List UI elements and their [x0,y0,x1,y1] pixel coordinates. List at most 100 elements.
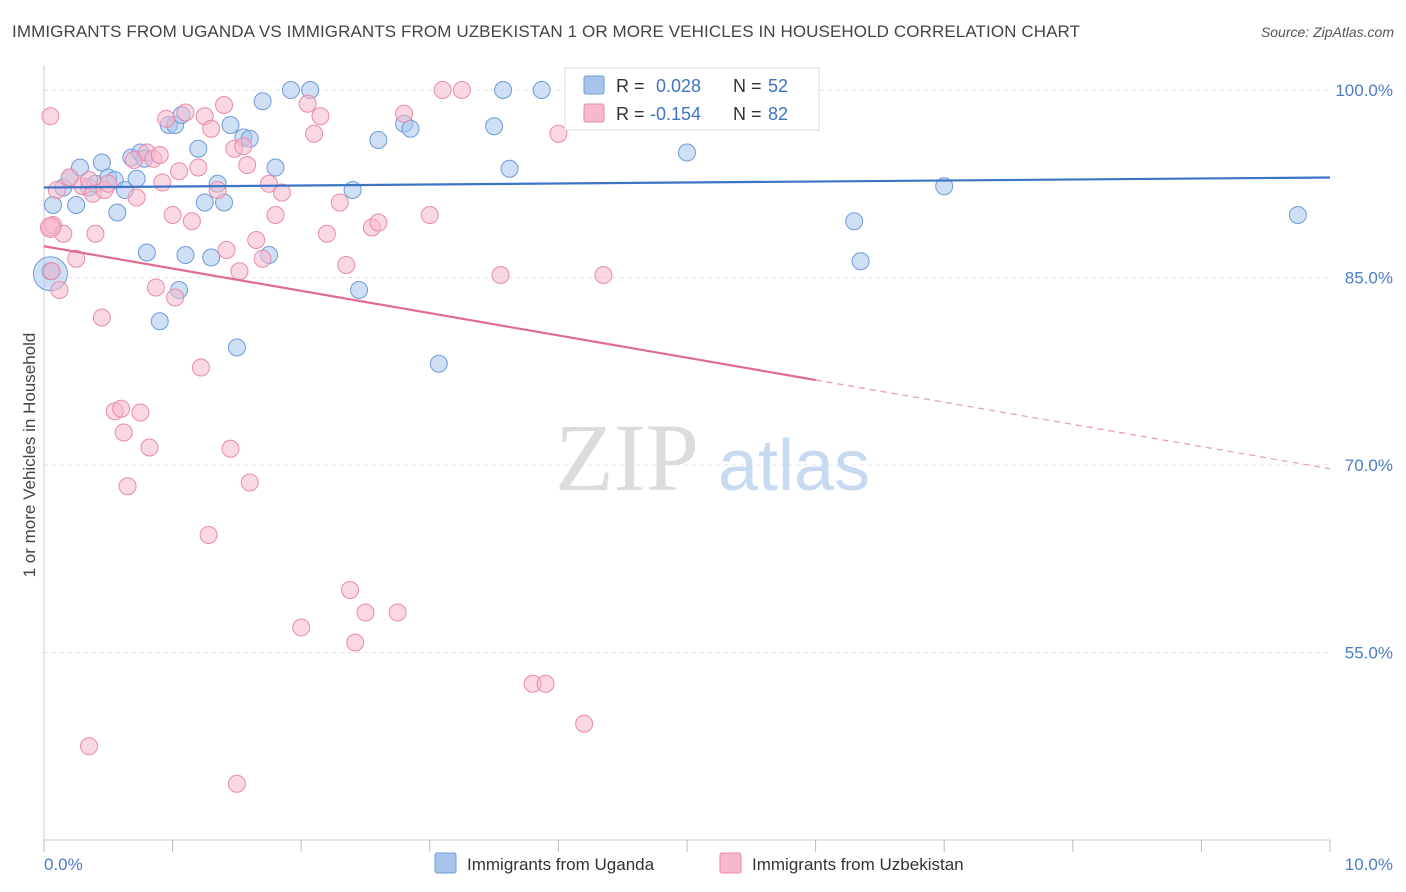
data-point-uzbekistan [298,94,317,113]
data-point-uzbekistan [356,603,375,622]
data-point-uganda [1288,206,1307,224]
data-point-uganda [532,81,551,99]
stats-swatch-uganda [583,75,605,95]
x-tick-label: 10.0% [1345,855,1393,874]
legend-label-uzbekistan: Immigrants from Uzbekistan [752,855,964,874]
data-point-uganda [137,243,156,262]
data-point-uzbekistan [215,96,234,114]
data-point-uzbekistan [575,714,594,733]
data-point-uzbekistan [238,156,257,174]
data-point-uganda [221,116,240,134]
y-tick-label: 85.0% [1345,269,1393,288]
stats-r-label-uzbekistan: R = [616,104,645,124]
data-point-uzbekistan [266,206,285,224]
y-tick-label: 70.0% [1345,456,1393,475]
stats-r-value-uganda: 0.028 [656,76,701,96]
stats-r-value-uzbekistan: -0.154 [650,104,701,124]
data-point-uganda [202,248,221,267]
data-point-uzbekistan [208,181,227,199]
data-point-uzbekistan [127,188,146,207]
data-point-uganda [678,143,696,162]
y-tick-label: 100.0% [1335,81,1393,100]
trend-lines [43,176,1331,470]
data-point-uganda [176,246,195,264]
data-point-uzbekistan [388,603,407,622]
data-point-uzbekistan [369,213,388,232]
data-point-uzbekistan [433,81,452,99]
data-point-uzbekistan [176,103,195,122]
data-point-uganda [266,158,285,177]
data-point-uganda [227,338,246,357]
data-point-uzbekistan [594,266,613,284]
data-point-uzbekistan [330,193,349,212]
legend-swatch-uganda [434,852,457,874]
data-point-uzbekistan-large [39,217,61,238]
data-point-uzbekistan [395,104,414,123]
data-point-uzbekistan [260,174,279,193]
data-point-uzbekistan [420,206,439,224]
series-uzbekistan [39,81,819,793]
data-point-uganda [935,177,954,196]
x-tick-labels: 0.0% 10.0% [44,855,1393,874]
data-point-uzbekistan [42,262,61,281]
data-point-uzbekistan [272,183,291,202]
trendline-uzbekistan [43,245,816,382]
data-point-uganda [195,193,214,212]
watermark: ZIP atlas [555,404,870,511]
data-point-uzbekistan [221,439,240,458]
data-point-uganda [67,196,86,214]
data-point-uganda [851,252,870,271]
data-point-uzbekistan [189,158,208,177]
data-point-uzbekistan [60,168,79,187]
data-point-uzbekistan [536,674,555,693]
data-point-uzbekistan [230,262,249,281]
data-point-uzbekistan [202,119,221,138]
bottom-legend: Immigrants from Uganda Immigrants from U… [434,852,964,874]
data-point-uzbekistan [153,173,172,192]
data-point-uganda [845,212,864,231]
legend-label-uganda: Immigrants from Uganda [467,855,655,874]
data-point-uganda [150,312,169,331]
data-point-uganda [253,92,272,111]
data-point-uzbekistan [549,124,568,143]
data-point-uzbekistan [217,241,236,259]
data-point-uzbekistan [50,281,69,299]
data-point-uganda [127,169,146,188]
data-point-uzbekistan [305,124,324,143]
data-point-uzbekistan [240,473,259,492]
x-tick-label: 0.0% [44,855,83,874]
data-point-uzbekistan [80,737,99,756]
chart-title: IMMIGRANTS FROM UGANDA VS IMMIGRANTS FRO… [12,22,1081,41]
data-point-uzbekistan [170,162,189,181]
y-tick-label: 55.0% [1345,644,1393,663]
data-point-uzbekistan [337,256,356,274]
data-point-uzbekistan [41,107,60,126]
y-tick-labels: 100.0% 85.0% 70.0% 55.0% [1335,81,1393,663]
stats-n-value-uzbekistan: 82 [768,104,788,124]
data-point-uzbekistan [86,224,105,243]
data-point-uzbekistan [150,146,169,164]
data-point-uganda [108,203,127,222]
data-point-uganda [485,117,504,136]
data-point-uganda [92,153,111,172]
stats-swatch-uzbekistan [583,103,605,123]
data-point-uzbekistan [227,774,246,793]
data-point-uganda [189,139,208,158]
data-point-uzbekistan [491,266,510,284]
data-point-uzbekistan [140,438,159,457]
data-point-uzbekistan [317,224,336,243]
data-point-uzbekistan [346,633,365,652]
source-label: Source: ZipAtlas.com [1260,24,1394,40]
data-point-uzbekistan [234,137,253,156]
data-point-uzbekistan [199,526,218,544]
data-point-uzbekistan [112,399,131,418]
y-axis-label: 1 or more Vehicles in Household [20,333,39,578]
watermark-atlas: atlas [718,426,870,506]
data-point-uganda [494,81,513,99]
data-point-uzbekistan [47,181,66,199]
stats-n-value-uganda: 52 [768,76,788,96]
stats-legend-box: R = 0.028 N = 52 R = -0.154 N = 82 [564,67,820,131]
data-point-uzbekistan [118,477,137,496]
data-point-uganda [401,119,420,138]
